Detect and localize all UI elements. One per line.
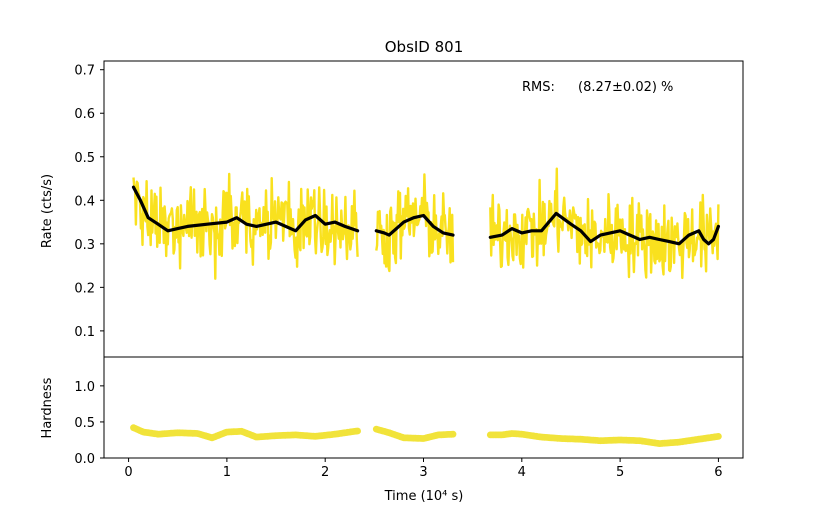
rms-label: RMS: (522, 80, 555, 95)
time-x-tick-label: 6 (714, 465, 722, 480)
hardness-y-tick-label: 0.0 (74, 452, 95, 467)
hardness-y-axis-label: Hardness (40, 377, 55, 438)
time-x-tick-label: 0 (124, 465, 132, 480)
time-x-tick-label: 3 (419, 465, 427, 480)
rate-y-tick-label: 0.5 (74, 151, 95, 166)
rms-value: (8.27±0.02) % (578, 80, 673, 95)
smoothed-light-curve (131, 185, 720, 246)
time-x-axis-label: Time (10⁴ s) (384, 489, 464, 504)
hardness-y-tick-label: 0.5 (74, 416, 95, 431)
hardness-point (354, 427, 361, 435)
rate-y-tick-label: 0.4 (74, 194, 95, 209)
smoothed-light-curve-segment (488, 211, 720, 246)
raw-light-curve-segment (375, 173, 455, 273)
rate-y-ticks: 0.1 0.2 0.3 0.4 0.5 0.6 0.7 (74, 64, 104, 340)
hardness-point (715, 433, 722, 440)
hardness-panel: 0.0 0.5 1.0 0 1 2 3 4 5 6 Hardness Time (10⁴ s) (40, 356, 744, 504)
time-x-ticks: 0 1 2 3 4 5 6 (124, 458, 723, 480)
rate-y-tick-label: 0.7 (74, 64, 95, 79)
time-x-tick-label: 4 (518, 465, 526, 480)
rate-y-axis-label: Rate (cts/s) (40, 174, 55, 248)
hardness-points (130, 424, 722, 447)
rate-y-tick-label: 0.1 (74, 325, 95, 340)
hardness-point (449, 430, 457, 438)
rate-y-tick-label: 0.6 (74, 107, 95, 122)
time-x-tick-label: 2 (321, 465, 329, 480)
raw-light-curve-segment (489, 167, 720, 280)
rate-y-tick-label: 0.3 (74, 238, 95, 253)
time-x-tick-label: 1 (223, 465, 231, 480)
time-x-tick-label: 5 (616, 465, 624, 480)
hardness-y-tick-label: 1.0 (74, 380, 95, 395)
chart-title: ObsID 801 (385, 38, 464, 56)
smoothed-light-curve-segment (131, 185, 360, 233)
smoothed-light-curve-segment (374, 213, 455, 237)
rate-y-tick-label: 0.2 (74, 281, 95, 296)
hardness-y-ticks: 0.0 0.5 1.0 (74, 380, 104, 467)
